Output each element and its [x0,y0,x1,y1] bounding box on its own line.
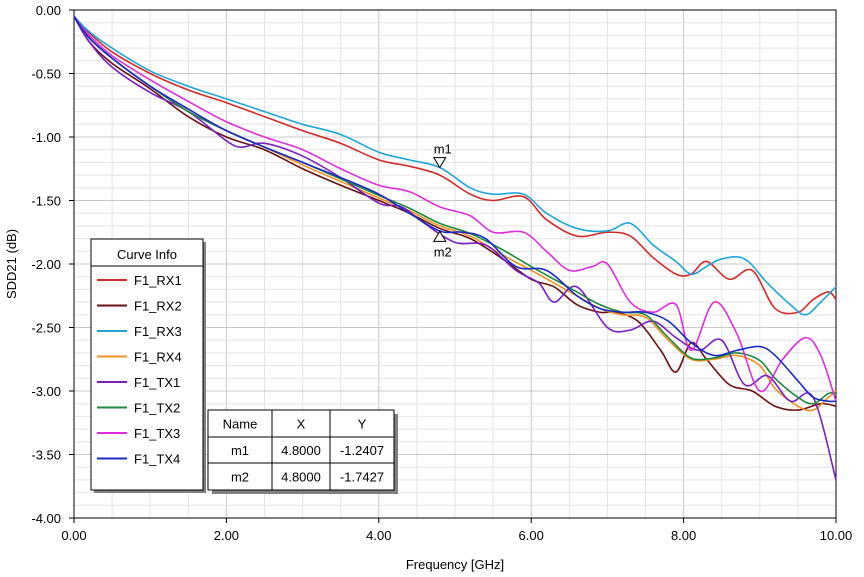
y-tick-label: -1.00 [31,130,61,145]
y-tick-label: -4.00 [31,511,61,526]
legend-items: F1_RX1 F1_RX2 F1_RX3 F1_RX4 F1_TX1 F1_TX2 F1_T… [97,273,182,467]
legend-label: F1_TX1 [134,375,180,390]
x-tick-label: 4.00 [366,528,391,543]
legend: Curve Info F1_RX1 F1_RX2 F1_RX3 F1_RX4 F1_TX… [90,238,206,493]
legend-label: F1_TX2 [134,401,180,416]
x-tick-label: 10.00 [820,528,853,543]
x-tick-label: 2.00 [214,528,239,543]
table-cell: 4.8000 [281,470,321,485]
marker-m1-label: m1 [434,142,452,157]
series-line-f1-rx1 [73,15,837,315]
legend-label: F1_TX3 [134,426,180,441]
legend-label: F1_RX2 [134,299,182,314]
marker-table-cells: Name X Ym1 4.8000 -1.2407 m2 4.8000 -1.7427 [208,410,394,490]
table-cell: -1.2407 [340,443,384,458]
grid [73,9,837,519]
series-line-f1-tx4 [73,15,837,403]
y-tick-label: 0.00 [36,3,61,18]
y-tick-label: -2.00 [31,257,61,272]
legend-label: F1_RX3 [134,324,182,339]
marker-m1-triangle [432,157,447,169]
series-line-f1-tx1 [73,15,837,481]
legend-label: F1_RX4 [134,350,182,365]
marker-m2-triangle [432,230,447,242]
x-tick-label: 8.00 [671,528,696,543]
y-tick-label: -1.50 [31,194,61,209]
series-line-f1-tx3 [73,15,837,402]
x-tick-label: 6.00 [519,528,544,543]
marker-table: Name X Ym1 4.8000 -1.2407 m2 4.8000 -1.7427 [207,409,398,494]
legend-title: Curve Info [117,247,177,262]
marker-table-box [207,409,395,491]
table-header-cell: X [297,417,306,432]
y-tick-label: -2.50 [31,321,61,336]
table-cell: -1.7427 [340,470,384,485]
x-tick-label: 0.00 [61,528,86,543]
series-line-f1-rx3 [73,15,837,316]
series-lines [73,15,837,481]
y-axis-label: SDD21 (dB) [4,229,19,299]
y-tick-label: -3.00 [31,384,61,399]
table-cell: 4.8000 [281,443,321,458]
y-tick-label: -0.50 [31,67,61,82]
marker-m2-label: m2 [434,244,452,259]
table-header-cell: Y [358,417,367,432]
series-line-f1-rx2 [73,15,837,411]
table-cell: m2 [231,470,249,485]
table-cell: m1 [231,443,249,458]
legend-label: F1_TX4 [134,452,180,467]
table-header-cell: Name [223,417,258,432]
legend-label: F1_RX1 [134,273,182,288]
y-tick-label: -3.50 [31,448,61,463]
x-axis-label: Frequency [GHz] [406,557,504,572]
tick-labels: 0.00 -0.50 -1.00 -1.50 -2.00 -2.50 -3.00 -3.50 -… [31,3,852,543]
markers: m1 m2 [432,142,452,259]
